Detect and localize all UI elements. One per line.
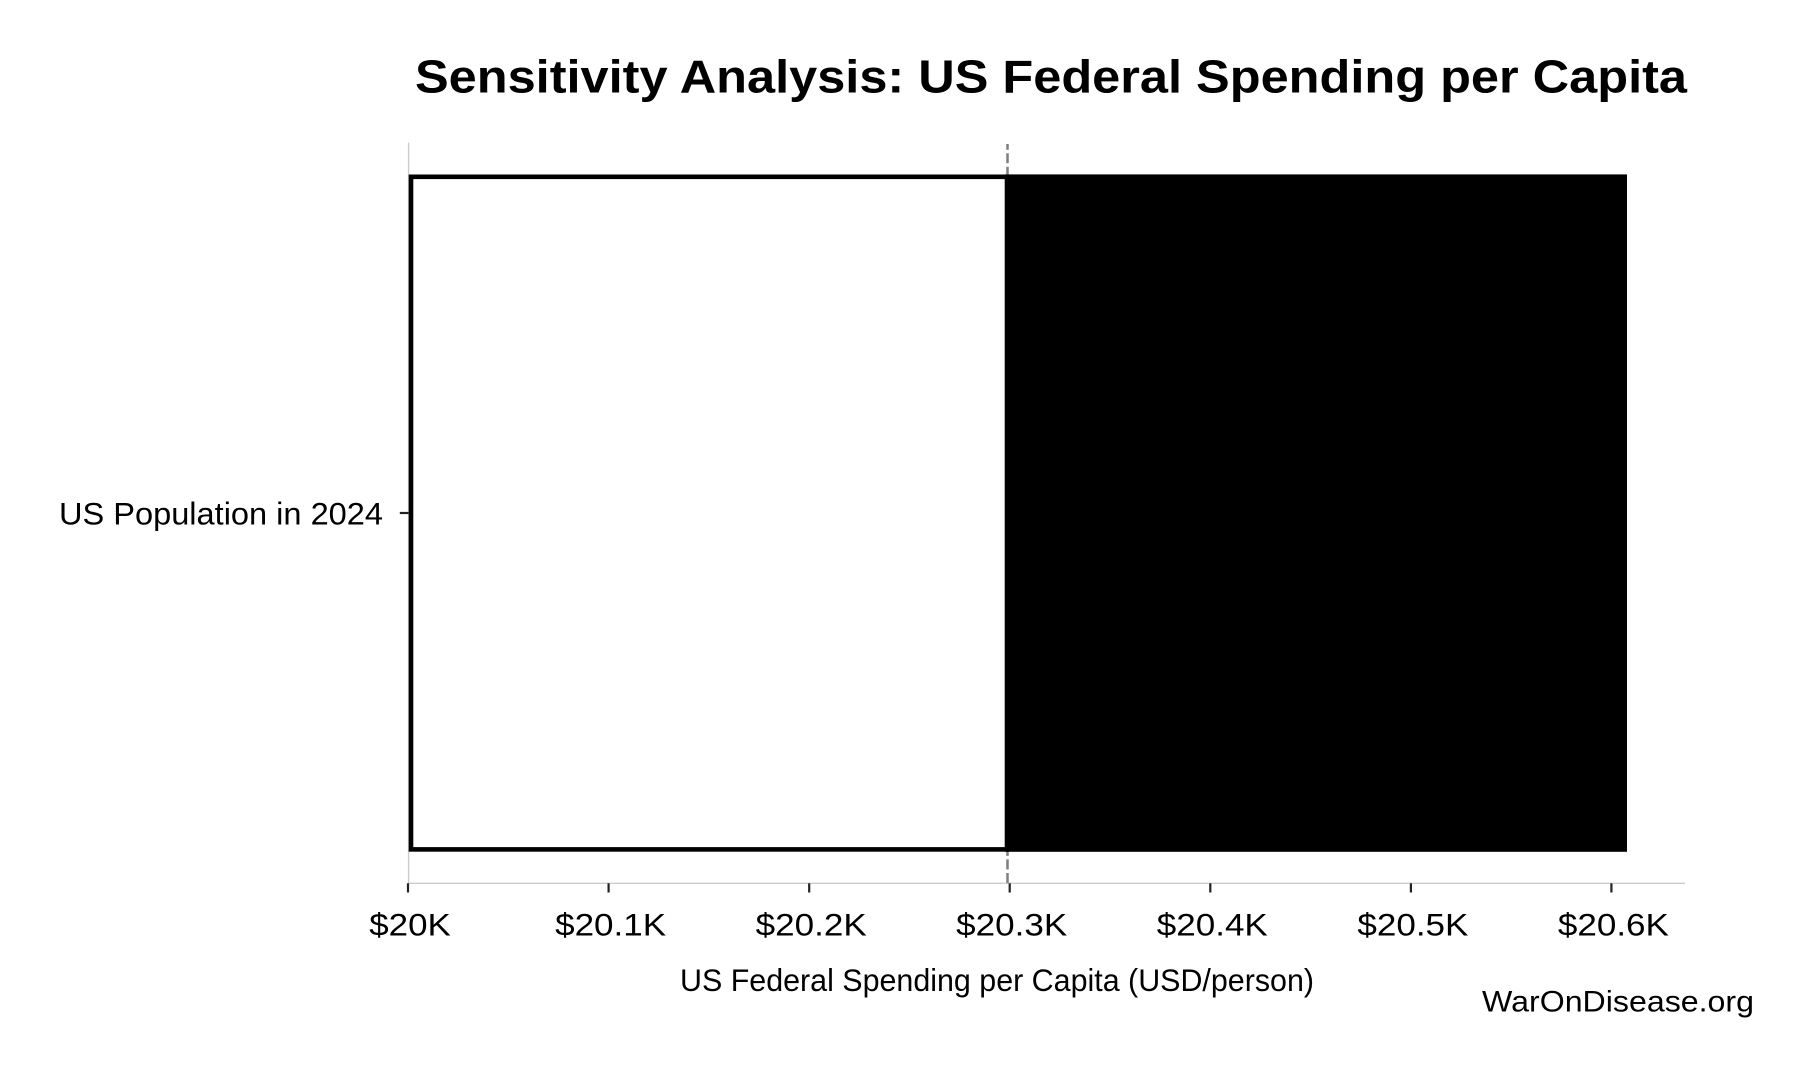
svg-text:$20.5K: $20.5K bbox=[1357, 908, 1468, 943]
svg-text:$20.4K: $20.4K bbox=[1157, 908, 1268, 943]
svg-text:$20.6K: $20.6K bbox=[1558, 908, 1669, 943]
svg-text:US Population in 2024: US Population in 2024 bbox=[59, 497, 383, 532]
svg-text:US Federal Spending per Capita: US Federal Spending per Capita (USD/pers… bbox=[680, 963, 1314, 998]
svg-text:$20K: $20K bbox=[369, 908, 451, 943]
svg-text:WarOnDisease.org: WarOnDisease.org bbox=[1482, 986, 1754, 1019]
svg-text:$20.2K: $20.2K bbox=[756, 908, 867, 943]
svg-text:$20.3K: $20.3K bbox=[956, 908, 1067, 943]
svg-text:$20.1K: $20.1K bbox=[555, 908, 666, 943]
svg-text:Sensitivity Analysis: US Feder: Sensitivity Analysis: US Federal Spendin… bbox=[415, 51, 1687, 103]
